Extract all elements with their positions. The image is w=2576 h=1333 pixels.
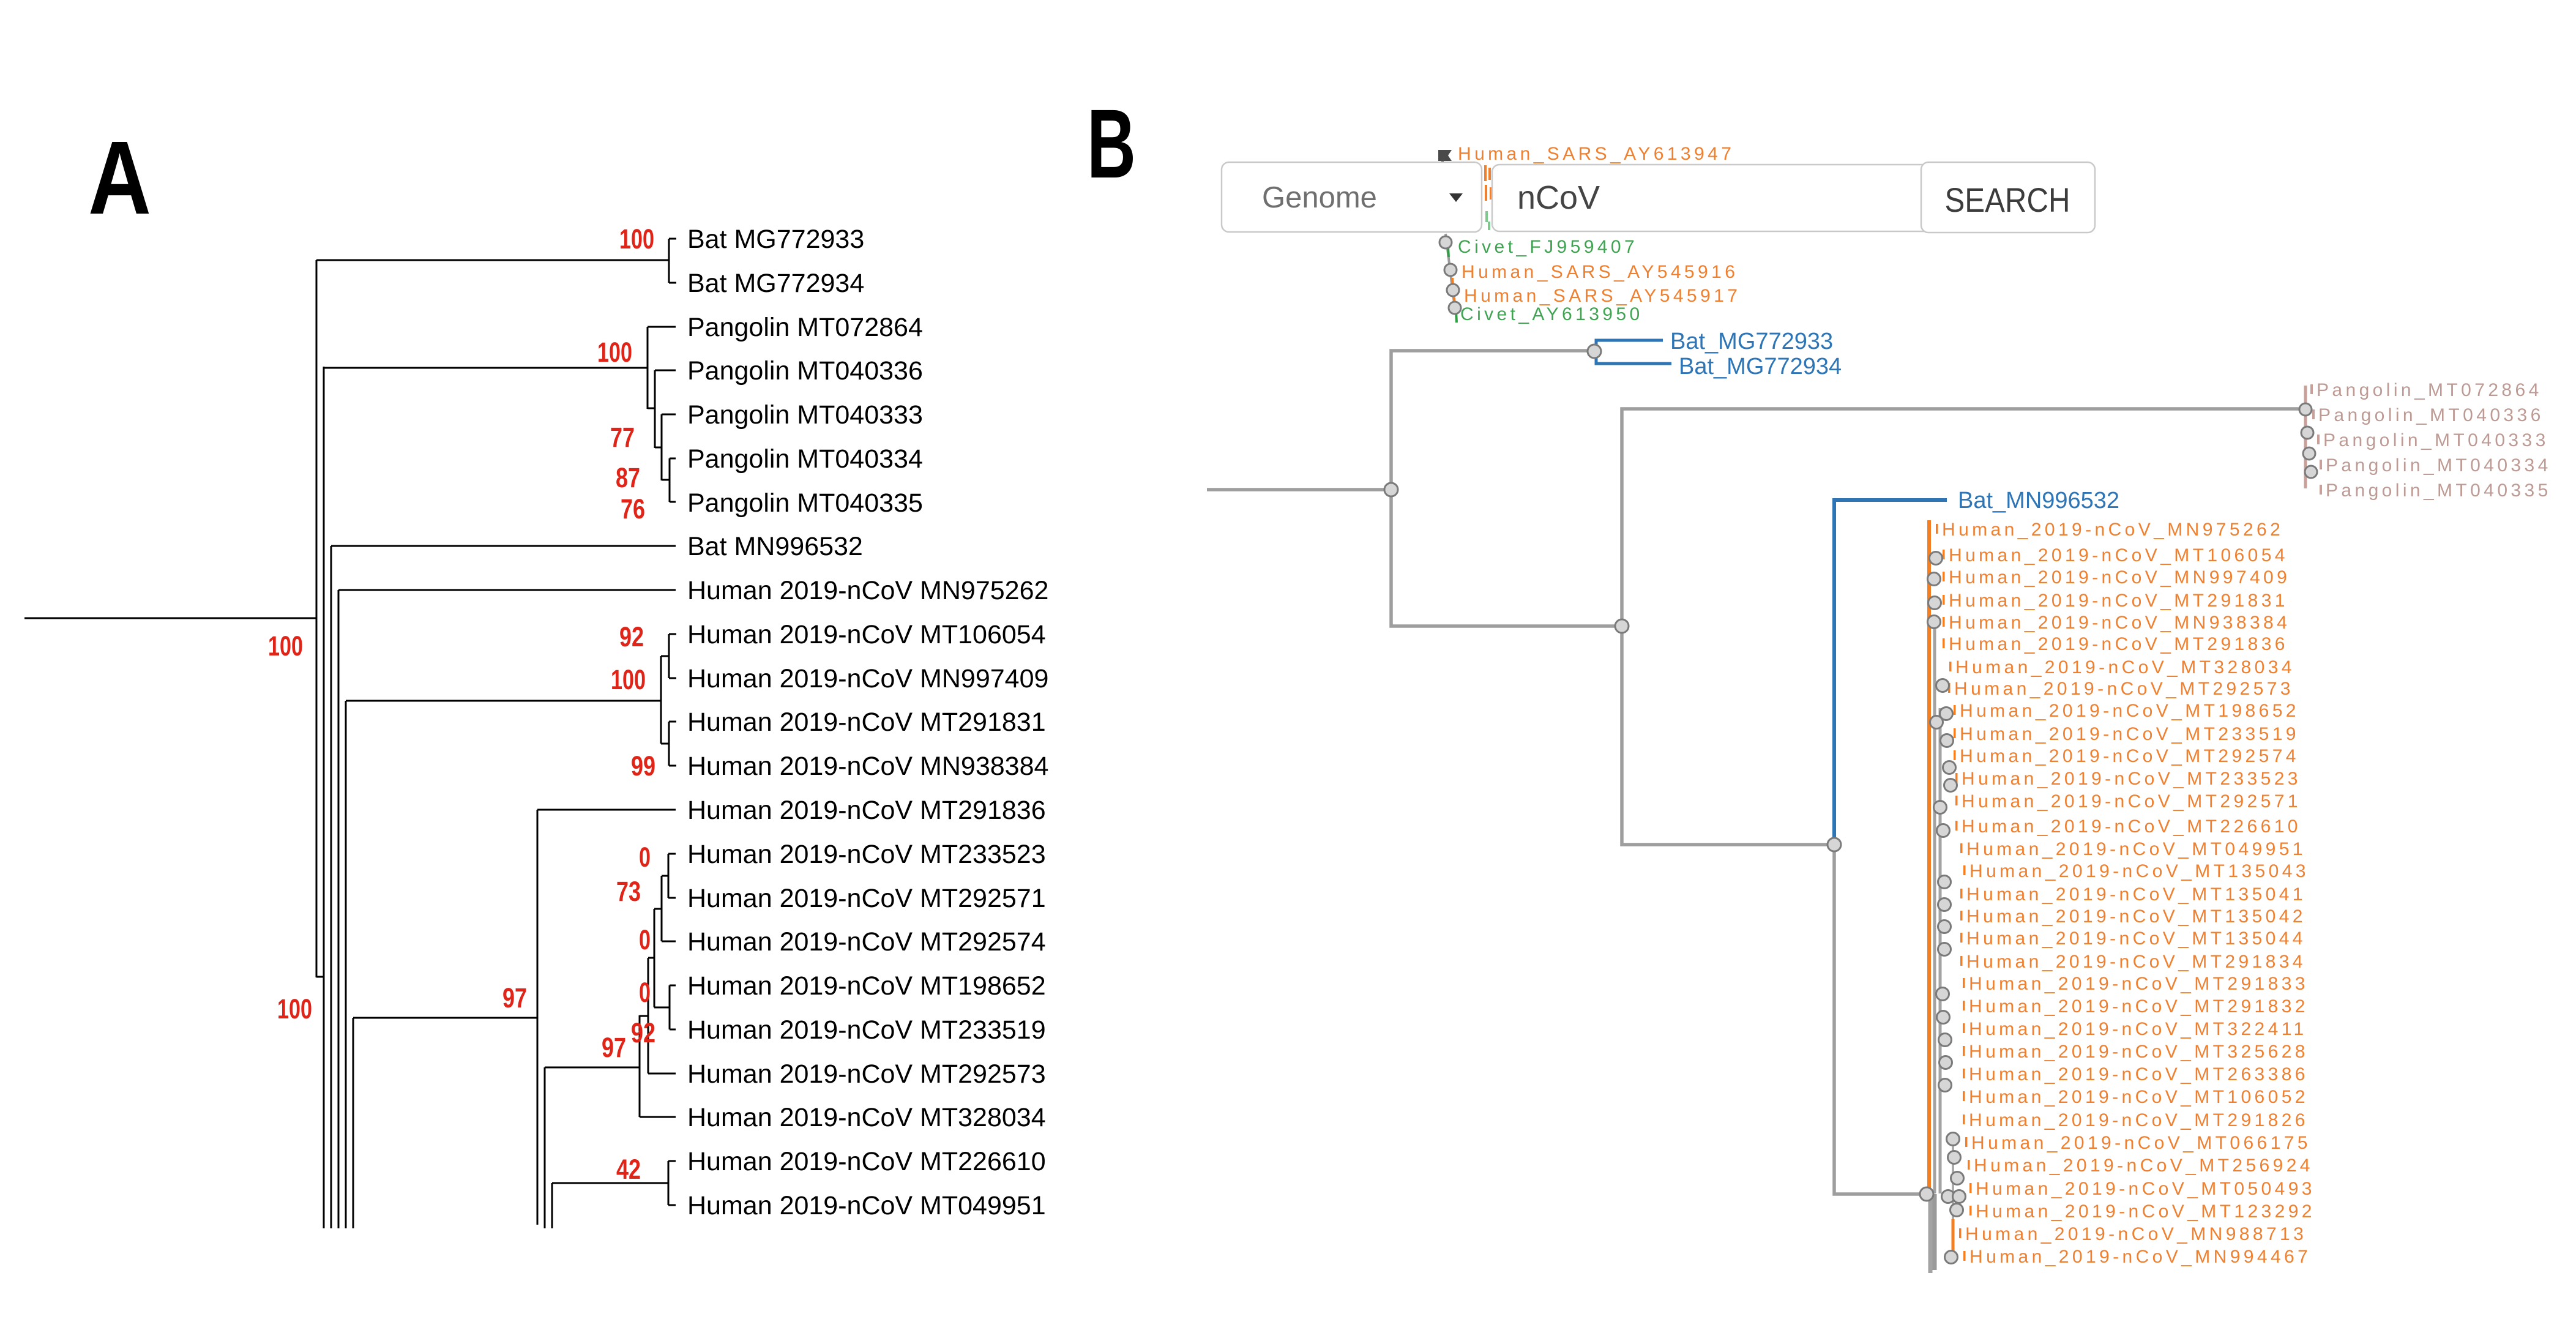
svg-text:Human_2019-nCoV_MT106054: Human_2019-nCoV_MT106054 <box>1949 545 2288 566</box>
svg-text:100: 100 <box>619 223 654 255</box>
svg-text:97: 97 <box>502 982 527 1014</box>
svg-text:0: 0 <box>639 924 651 955</box>
svg-text:Human_2019-nCoV_MT135042: Human_2019-nCoV_MT135042 <box>1966 906 2306 927</box>
svg-text:Pangolin MT040334: Pangolin MT040334 <box>687 444 923 474</box>
svg-text:92: 92 <box>631 1017 655 1048</box>
svg-text:Pangolin_MT040336: Pangolin_MT040336 <box>2318 405 2544 425</box>
svg-text:Pangolin_MT040335: Pangolin_MT040335 <box>2326 480 2552 501</box>
svg-text:Pangolin_MT040334: Pangolin_MT040334 <box>2326 455 2552 476</box>
svg-text:100: 100 <box>277 993 312 1025</box>
svg-text:Human 2019-nCoV MT291836: Human 2019-nCoV MT291836 <box>687 796 1046 825</box>
svg-text:Pangolin MT072864: Pangolin MT072864 <box>687 313 923 342</box>
svg-text:Human_2019-nCoV_MT066175: Human_2019-nCoV_MT066175 <box>1971 1133 2311 1153</box>
svg-text:nCoV: nCoV <box>1517 179 1600 216</box>
svg-text:Pangolin_MT040333: Pangolin_MT040333 <box>2323 430 2549 450</box>
svg-text:Bat MG772933: Bat MG772933 <box>687 225 864 254</box>
svg-text:Human_SARS_AY545916: Human_SARS_AY545916 <box>1462 262 1738 282</box>
svg-text:Human 2019-nCoV MT292574: Human 2019-nCoV MT292574 <box>687 927 1046 957</box>
svg-text:Human 2019-nCoV MT292573: Human 2019-nCoV MT292573 <box>687 1059 1046 1089</box>
svg-text:Human_2019-nCoV_MT233519: Human_2019-nCoV_MT233519 <box>1960 724 2299 744</box>
svg-text:0: 0 <box>639 842 651 873</box>
svg-text:Human_2019-nCoV_MT291834: Human_2019-nCoV_MT291834 <box>1966 952 2306 972</box>
svg-text:Pangolin MT040336: Pangolin MT040336 <box>687 356 923 386</box>
svg-text:Human_2019-nCoV_MT135044: Human_2019-nCoV_MT135044 <box>1966 928 2306 949</box>
svg-text:Human 2019-nCoV MT226610: Human 2019-nCoV MT226610 <box>687 1147 1046 1176</box>
svg-text:Human_2019-nCoV_MN975262: Human_2019-nCoV_MN975262 <box>1942 520 2283 540</box>
svg-text:Human_2019-nCoV_MN994467: Human_2019-nCoV_MN994467 <box>1969 1247 2311 1267</box>
svg-text:0: 0 <box>639 977 651 1008</box>
svg-text:Human_2019-nCoV_MT291831: Human_2019-nCoV_MT291831 <box>1949 591 2288 611</box>
svg-text:Human_2019-nCoV_MN938384: Human_2019-nCoV_MN938384 <box>1949 613 2290 633</box>
svg-text:Human_2019-nCoV_MT233523: Human_2019-nCoV_MT233523 <box>1962 769 2301 789</box>
svg-text:Human 2019-nCoV MT328034: Human 2019-nCoV MT328034 <box>687 1103 1046 1132</box>
svg-text:87: 87 <box>616 462 640 493</box>
svg-text:Bat_MG772933: Bat_MG772933 <box>1670 329 1833 354</box>
svg-text:Human_2019-nCoV_MT291833: Human_2019-nCoV_MT291833 <box>1969 974 2309 994</box>
svg-text:Human_2019-nCoV_MT049951: Human_2019-nCoV_MT049951 <box>1966 839 2306 859</box>
svg-text:Human_2019-nCoV_MT106052: Human_2019-nCoV_MT106052 <box>1969 1087 2309 1107</box>
svg-text:Human_2019-nCoV_MT123292: Human_2019-nCoV_MT123292 <box>1976 1201 2315 1222</box>
svg-text:100: 100 <box>268 630 303 662</box>
svg-text:Human_2019-nCoV_MT198652: Human_2019-nCoV_MT198652 <box>1960 701 2299 721</box>
svg-text:Bat MG772934: Bat MG772934 <box>687 269 864 298</box>
svg-text:73: 73 <box>616 876 641 907</box>
svg-text:Bat_MG772934: Bat_MG772934 <box>1679 354 1842 379</box>
svg-text:Pangolin_MT072864: Pangolin_MT072864 <box>2317 380 2542 400</box>
svg-text:99: 99 <box>631 750 655 782</box>
svg-text:Human_2019-nCoV_MT256924: Human_2019-nCoV_MT256924 <box>1974 1156 2313 1176</box>
svg-text:Human 2019-nCoV MT292571: Human 2019-nCoV MT292571 <box>687 884 1046 913</box>
svg-text:Bat MN996532: Bat MN996532 <box>687 532 863 561</box>
svg-text:Human 2019-nCoV MT106054: Human 2019-nCoV MT106054 <box>687 620 1046 649</box>
svg-text:97: 97 <box>602 1032 626 1063</box>
svg-text:Bat_MN996532: Bat_MN996532 <box>1958 488 2119 513</box>
svg-text:100: 100 <box>597 337 632 368</box>
svg-text:Human_2019-nCoV_MT291832: Human_2019-nCoV_MT291832 <box>1969 996 2309 1017</box>
svg-text:Pangolin MT040335: Pangolin MT040335 <box>687 488 923 518</box>
svg-text:Civet_AY613950: Civet_AY613950 <box>1460 304 1643 324</box>
svg-text:Human_SARS_AY613947: Human_SARS_AY613947 <box>1458 144 1734 164</box>
svg-text:Human_2019-nCoV_MN997409: Human_2019-nCoV_MN997409 <box>1949 567 2290 588</box>
svg-text:Human_2019-nCoV_MT291826: Human_2019-nCoV_MT291826 <box>1969 1110 2309 1130</box>
svg-text:Human 2019-nCoV MT049951: Human 2019-nCoV MT049951 <box>687 1191 1046 1220</box>
svg-text:Human_2019-nCoV_MT292573: Human_2019-nCoV_MT292573 <box>1954 679 2294 699</box>
svg-text:Human_2019-nCoV_MT291836: Human_2019-nCoV_MT291836 <box>1949 634 2288 654</box>
svg-text:Civet_FJ959407: Civet_FJ959407 <box>1458 237 1638 257</box>
svg-text:Human 2019-nCoV MN938384: Human 2019-nCoV MN938384 <box>687 752 1048 781</box>
svg-text:Human 2019-nCoV MN975262: Human 2019-nCoV MN975262 <box>687 576 1048 605</box>
svg-text:Human_2019-nCoV_MT135041: Human_2019-nCoV_MT135041 <box>1966 884 2306 905</box>
svg-text:Pangolin MT040333: Pangolin MT040333 <box>687 400 923 430</box>
svg-text:77: 77 <box>610 422 635 453</box>
svg-text:92: 92 <box>619 621 644 652</box>
svg-text:Human_2019-nCoV_MT050493: Human_2019-nCoV_MT050493 <box>1976 1179 2315 1199</box>
svg-text:Human_2019-nCoV_MT328034: Human_2019-nCoV_MT328034 <box>1955 657 2295 678</box>
svg-text:A: A <box>88 120 151 236</box>
svg-text:Human_2019-nCoV_MN988713: Human_2019-nCoV_MN988713 <box>1965 1224 2307 1244</box>
svg-text:Human_SARS_AY545917: Human_SARS_AY545917 <box>1464 286 1741 306</box>
svg-text:Human_2019-nCoV_MT322411: Human_2019-nCoV_MT322411 <box>1969 1019 2307 1039</box>
svg-text:Genome: Genome <box>1262 181 1377 214</box>
svg-text:Human_2019-nCoV_MT325628: Human_2019-nCoV_MT325628 <box>1969 1042 2309 1062</box>
svg-text:100: 100 <box>611 664 646 695</box>
svg-text:Human 2019-nCoV MT291831: Human 2019-nCoV MT291831 <box>687 708 1046 737</box>
svg-text:Human 2019-nCoV MN997409: Human 2019-nCoV MN997409 <box>687 664 1048 693</box>
svg-text:42: 42 <box>616 1154 641 1185</box>
svg-text:Human 2019-nCoV MT233519: Human 2019-nCoV MT233519 <box>687 1015 1046 1045</box>
svg-text:Human 2019-nCoV MT198652: Human 2019-nCoV MT198652 <box>687 971 1046 1001</box>
svg-text:Human_2019-nCoV_MT135043: Human_2019-nCoV_MT135043 <box>1969 861 2309 881</box>
svg-text:Human_2019-nCoV_MT263386: Human_2019-nCoV_MT263386 <box>1969 1064 2309 1085</box>
svg-text:SEARCH: SEARCH <box>1945 181 2070 219</box>
svg-text:Human_2019-nCoV_MT226610: Human_2019-nCoV_MT226610 <box>1962 816 2301 837</box>
svg-text:Human 2019-nCoV MT233523: Human 2019-nCoV MT233523 <box>687 840 1046 869</box>
svg-text:Human_2019-nCoV_MT292574: Human_2019-nCoV_MT292574 <box>1960 746 2299 766</box>
svg-text:Human_2019-nCoV_MT292571: Human_2019-nCoV_MT292571 <box>1962 791 2301 812</box>
svg-text:76: 76 <box>621 493 645 525</box>
svg-text:B: B <box>1087 89 1136 198</box>
